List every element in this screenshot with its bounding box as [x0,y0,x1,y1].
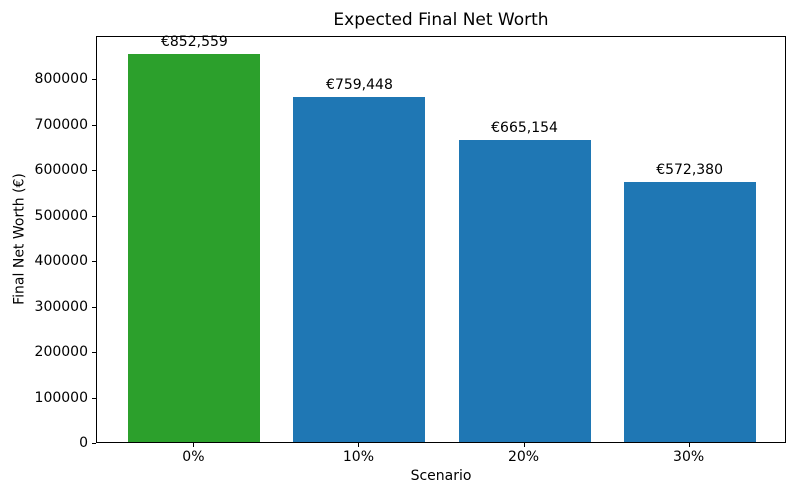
x-tick-mark [688,443,690,447]
y-tick-mark [92,261,96,263]
y-tick-label: 500000 [34,207,88,224]
y-axis-label: Final Net Worth (€) [11,173,28,305]
x-tick-mark [358,443,360,447]
plot-area: €852,559 €759,448 €665,154 €572,380 [96,34,786,443]
y-tick-mark [92,124,96,126]
bar-30% [623,181,756,442]
bar-10% [293,96,426,442]
y-tick-mark [92,170,96,172]
y-tick-mark [92,306,96,308]
y-tick-label: 600000 [34,162,88,179]
y-tick-mark [92,215,96,217]
y-tick-label: 400000 [34,253,88,270]
bar-value-label: €665,154 [491,119,558,136]
x-tick-label: 30% [673,449,705,465]
x-tick-mark [193,443,195,447]
bar-value-label: €759,448 [326,76,393,93]
bar-20% [458,139,591,442]
bar-value-label: €852,559 [160,34,228,51]
y-tick-label: 100000 [34,389,88,406]
x-axis-label: Scenario [410,468,472,484]
y-tick-label: 800000 [34,71,88,88]
y-tick-label: 200000 [34,344,88,361]
y-tick-mark [92,397,96,399]
chart-title: Expected Final Net Worth [333,10,549,30]
y-tick-mark [92,443,96,444]
y-tick-label: 700000 [34,116,88,133]
y-tick-label: 300000 [34,298,88,315]
x-tick-label: 20% [507,449,540,465]
x-tick-label: 0% [182,449,205,465]
y-tick-label: 0 [79,435,88,451]
y-tick-mark [92,79,96,81]
x-tick-mark [523,443,525,447]
y-tick-mark [92,352,96,354]
x-tick-label: 10% [342,449,375,465]
bar-0% [128,54,261,442]
bar-value-label: €572,380 [656,161,723,178]
